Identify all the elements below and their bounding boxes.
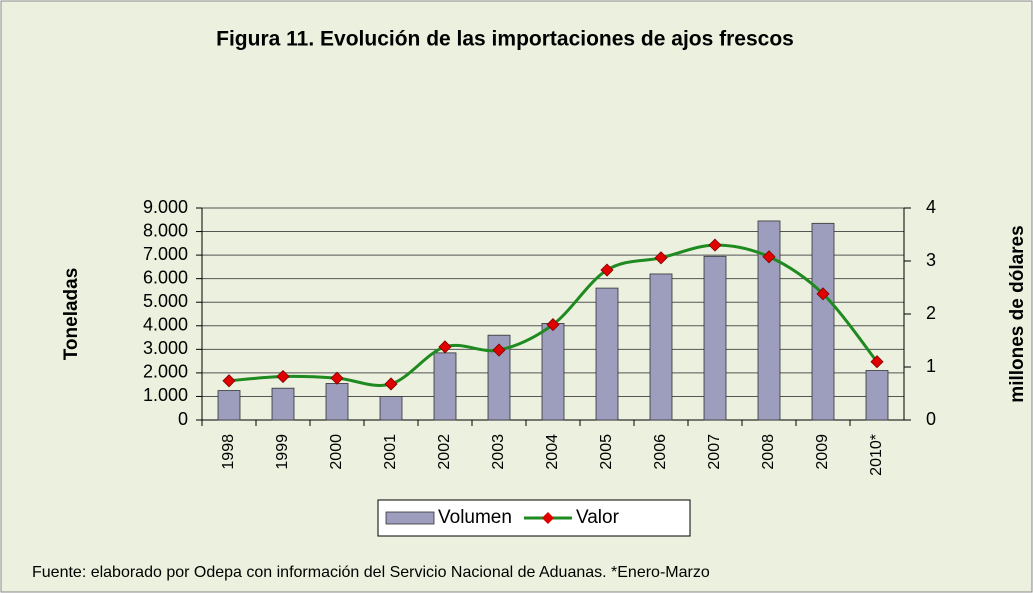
bar — [811, 222, 835, 421]
marker — [816, 287, 830, 301]
x-tick-label: 1998 — [220, 434, 237, 470]
x-tick-label: 1999 — [274, 434, 291, 470]
marker — [546, 318, 560, 332]
x-tick-label: 2004 — [544, 434, 561, 470]
y2-tick-label: 2 — [926, 303, 936, 323]
x-tick-label: 2006 — [652, 434, 669, 470]
x-tick-label: 2008 — [760, 434, 777, 470]
x-tick-label: 2002 — [436, 434, 453, 470]
marker — [330, 371, 344, 385]
y-tick-label: 1.000 — [143, 385, 188, 405]
marker — [762, 250, 776, 264]
marker — [276, 369, 290, 384]
marker — [600, 263, 614, 277]
marker — [222, 374, 236, 388]
y-axis-label: Toneladas — [61, 268, 82, 361]
y-tick-label: 8.000 — [143, 220, 188, 240]
marker — [492, 343, 506, 357]
x-tick-label: 2005 — [598, 434, 615, 470]
x-tick-label: 2003 — [490, 434, 507, 470]
bar — [757, 220, 781, 421]
bar — [649, 273, 673, 421]
source-note: Fuente: elaborado por Odepa con informac… — [32, 564, 710, 581]
x-tick-label: 2009 — [814, 434, 831, 470]
marker — [870, 355, 884, 369]
marker — [708, 238, 722, 252]
legend-marker — [541, 512, 554, 524]
x-tick-label: 2000 — [328, 434, 345, 470]
y2-tick-label: 4 — [926, 197, 936, 217]
bar — [217, 390, 241, 421]
y-tick-label: 4.000 — [143, 315, 188, 335]
bar — [865, 370, 889, 421]
bar — [271, 387, 295, 421]
marker — [438, 340, 452, 354]
bar — [433, 352, 457, 421]
y-tick-label: 9.000 — [143, 197, 188, 217]
bar — [325, 383, 349, 421]
marker — [654, 251, 668, 265]
x-tick-label: 2001 — [382, 434, 399, 470]
y-tick-label: 5.000 — [143, 291, 188, 311]
bar — [487, 334, 511, 421]
y-tick-label: 0 — [178, 409, 188, 429]
y2-tick-label: 1 — [926, 356, 936, 376]
bar — [595, 287, 619, 421]
y-tick-label: 7.000 — [143, 244, 188, 264]
bar — [379, 396, 403, 421]
y2-tick-label: 3 — [926, 250, 936, 270]
y-tick-label: 6.000 — [143, 267, 188, 287]
bar — [703, 255, 727, 421]
marker — [384, 377, 398, 391]
y2-tick-label: 0 — [926, 409, 936, 429]
y-tick-label: 3.000 — [143, 338, 188, 358]
bar — [541, 323, 565, 421]
x-tick-label: 2007 — [706, 434, 723, 470]
legend-swatch — [385, 511, 435, 525]
legend-label: Volumen — [438, 507, 512, 528]
y-tick-label: 2.000 — [143, 362, 188, 382]
chart-title: Figura 11. Evolución de las importacione… — [216, 28, 794, 51]
y2-axis-label: millones de dólares — [1007, 225, 1028, 402]
legend-label: Valor — [576, 507, 620, 528]
x-tick-label: 2010* — [868, 434, 885, 476]
